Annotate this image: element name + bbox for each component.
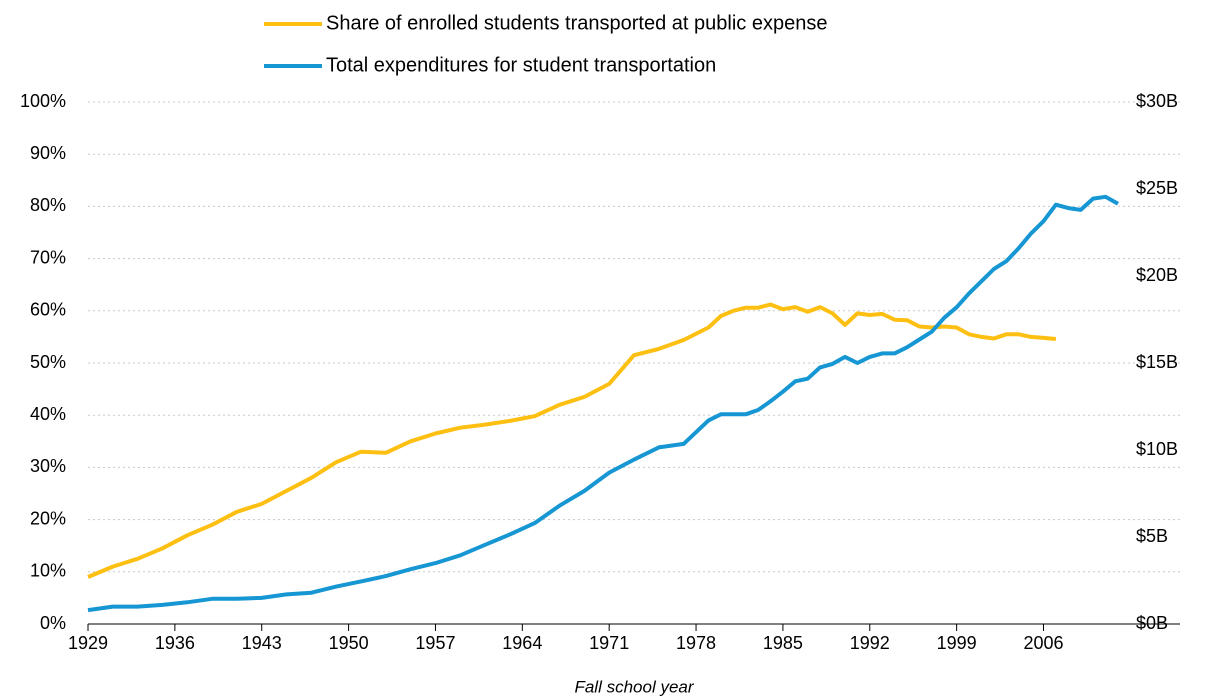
y2-tick-label: $25B — [1136, 178, 1178, 198]
line-series — [87, 302, 1057, 579]
y2-tick-label: $15B — [1136, 352, 1178, 372]
x-tick-label: 1999 — [937, 633, 977, 653]
y2-tick-label: $5B — [1136, 526, 1168, 546]
x-tick-label: 1985 — [763, 633, 803, 653]
y-tick-label: 50% — [30, 352, 66, 372]
x-tick-label: 2006 — [1023, 633, 1063, 653]
y-tick-label: 40% — [30, 404, 66, 424]
y2-tick-label: $20B — [1136, 265, 1178, 285]
y2-tick-label: $0B — [1136, 613, 1168, 633]
y-tick-label: 90% — [30, 143, 66, 163]
line-series — [87, 194, 1119, 613]
x-tick-label: 1964 — [502, 633, 542, 653]
x-tick-label: 1971 — [589, 633, 629, 653]
legend-label: Total expenditures for student transport… — [326, 54, 716, 76]
y2-tick-label: $30B — [1136, 91, 1178, 111]
x-tick-label: 1957 — [415, 633, 455, 653]
y2-tick-label: $10B — [1136, 439, 1178, 459]
x-axis-label: Fall school year — [574, 677, 694, 696]
x-tick-label: 1929 — [68, 633, 108, 653]
x-tick-label: 1950 — [329, 633, 369, 653]
y-tick-label: 0% — [40, 613, 66, 633]
y-tick-label: 100% — [20, 91, 66, 111]
y-tick-label: 20% — [30, 508, 66, 528]
y-tick-label: 30% — [30, 456, 66, 476]
x-tick-label: 1943 — [242, 633, 282, 653]
y-tick-label: 70% — [30, 247, 66, 267]
x-tick-label: 1978 — [676, 633, 716, 653]
y-tick-label: 10% — [30, 561, 66, 581]
x-tick-label: 1936 — [155, 633, 195, 653]
y-tick-label: 80% — [30, 195, 66, 215]
legend-label: Share of enrolled students transported a… — [326, 12, 827, 34]
y-tick-label: 60% — [30, 300, 66, 320]
x-tick-label: 1992 — [850, 633, 890, 653]
